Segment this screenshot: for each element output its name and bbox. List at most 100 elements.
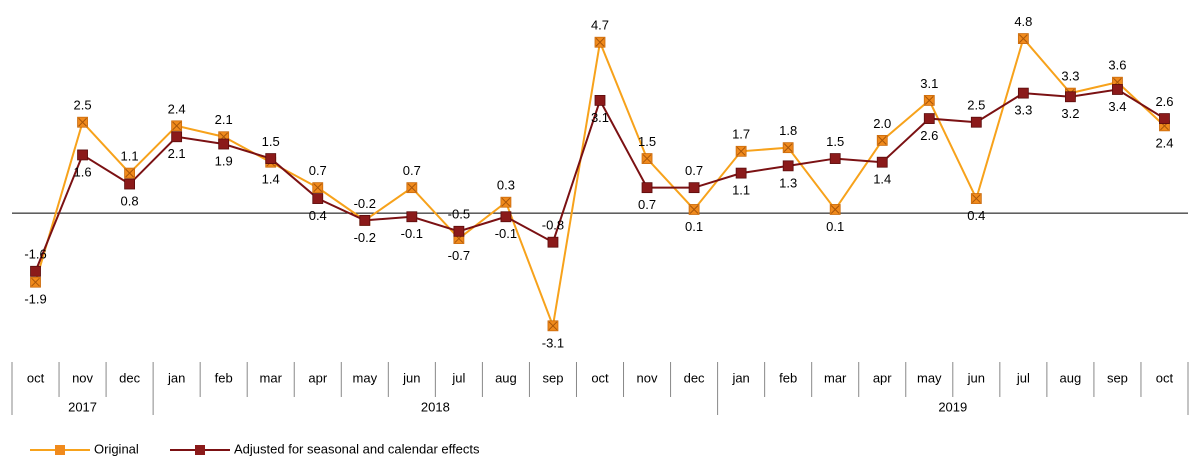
x-tick-label: jan: [731, 370, 749, 385]
x-tick-label: jan: [167, 370, 185, 385]
marker: [1065, 91, 1076, 103]
x-tick-label: jun: [402, 370, 420, 385]
marker: [1017, 87, 1029, 99]
data-label: 0.7: [403, 163, 421, 178]
data-label: -0.1: [401, 226, 423, 241]
data-label: 0.1: [826, 219, 844, 234]
x-tick-label: aug: [495, 370, 517, 385]
marker: [406, 211, 418, 223]
x-tick-label: apr: [308, 370, 327, 385]
data-label: 0.7: [309, 163, 327, 178]
marker-cross: [501, 197, 511, 207]
x-tick-label: jul: [1016, 370, 1030, 385]
legend-label: Original: [94, 441, 139, 456]
marker: [453, 225, 465, 237]
data-label: 2.1: [215, 112, 233, 127]
marker: [312, 193, 324, 204]
data-label: -0.5: [448, 207, 470, 222]
data-label: 2.6: [1155, 94, 1173, 109]
data-label: 1.5: [638, 134, 656, 149]
data-label: 1.4: [262, 172, 280, 187]
data-label: 1.1: [121, 149, 139, 164]
marker-cross: [313, 183, 323, 193]
marker-cross: [1019, 34, 1028, 43]
data-label: 3.6: [1108, 58, 1126, 73]
marker-cross: [924, 96, 934, 105]
data-label: -0.1: [495, 226, 517, 241]
data-label: 0.7: [638, 197, 656, 212]
x-tick-label: nov: [72, 370, 93, 385]
marker-cross: [595, 37, 605, 47]
marker: [1159, 113, 1170, 124]
data-label: 0.7: [685, 163, 703, 178]
x-tick-label: may: [353, 370, 378, 385]
data-label: 1.3: [779, 175, 797, 190]
data-label: -0.2: [354, 196, 376, 211]
data-label: 0.4: [967, 208, 985, 223]
data-label: -0.2: [354, 230, 376, 245]
marker: [829, 153, 841, 164]
x-tick-label: jun: [967, 370, 985, 385]
data-label: -0.7: [448, 248, 470, 263]
marker: [782, 160, 794, 172]
x-tick-label: oct: [1156, 370, 1174, 385]
legend-marker: [195, 445, 205, 455]
data-label: 3.1: [591, 110, 609, 125]
data-label: 3.3: [1014, 103, 1032, 118]
marker: [923, 113, 935, 124]
data-label: 4.7: [591, 18, 609, 33]
x-tick-label: mar: [260, 370, 283, 385]
data-label: 2.5: [967, 98, 985, 113]
year-label: 2018: [421, 399, 450, 414]
marker-cross: [783, 143, 793, 153]
data-label: 3.2: [1061, 106, 1079, 121]
marker-cross: [642, 154, 652, 163]
data-label: 2.1: [168, 146, 186, 161]
marker: [735, 167, 747, 179]
legend-marker: [55, 445, 65, 455]
marker-cross: [689, 205, 699, 214]
data-label: 2.6: [920, 128, 938, 143]
marker-cross: [877, 136, 887, 145]
year-label: 2019: [938, 399, 967, 414]
marker-cross: [78, 117, 87, 127]
marker: [688, 182, 700, 194]
data-label: 1.1: [732, 183, 750, 198]
x-tick-label: feb: [779, 370, 797, 385]
data-label: 2.4: [1155, 135, 1173, 150]
x-tick-label: feb: [215, 370, 233, 385]
marker: [77, 149, 88, 161]
marker-cross: [407, 183, 417, 193]
marker-cross: [125, 168, 134, 178]
data-label: 1.8: [779, 123, 797, 138]
marker: [359, 214, 371, 226]
data-label: 4.8: [1014, 14, 1032, 29]
x-tick-label: dec: [684, 370, 705, 385]
x-tick-label: oct: [27, 370, 45, 385]
data-label: -1.6: [24, 247, 46, 262]
data-label: 1.5: [826, 134, 844, 149]
x-tick-label: sep: [542, 370, 563, 385]
x-tick-label: aug: [1060, 370, 1082, 385]
data-label: 1.6: [74, 164, 92, 179]
data-label: 3.1: [920, 76, 938, 91]
data-label: 2.5: [74, 98, 92, 113]
x-tick-label: sep: [1107, 370, 1128, 385]
data-label: 1.5: [262, 134, 280, 149]
marker-cross: [736, 146, 746, 156]
data-label: 3.4: [1108, 99, 1126, 114]
marker: [218, 138, 230, 150]
marker: [547, 236, 559, 248]
data-label: -0.8: [542, 218, 564, 233]
x-tick-label: mar: [824, 370, 847, 385]
marker: [171, 131, 183, 143]
marker: [641, 182, 653, 194]
marker-cross: [31, 277, 40, 287]
data-label: 0.4: [309, 208, 327, 223]
marker: [876, 156, 888, 168]
year-label: 2017: [68, 399, 97, 414]
marker: [1112, 84, 1123, 95]
marker: [970, 116, 982, 128]
x-tick-label: dec: [119, 370, 140, 385]
